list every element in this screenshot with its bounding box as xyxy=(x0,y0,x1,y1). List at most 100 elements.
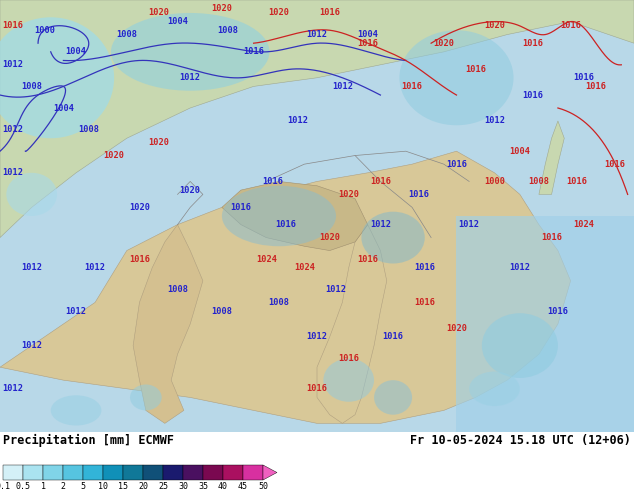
Text: 1016: 1016 xyxy=(604,160,626,169)
Text: 1016: 1016 xyxy=(414,263,436,272)
Text: 1020: 1020 xyxy=(148,138,169,147)
Text: 1016: 1016 xyxy=(401,82,423,91)
Text: 1004: 1004 xyxy=(65,48,87,56)
Text: 1008: 1008 xyxy=(528,177,550,186)
Text: 25: 25 xyxy=(158,482,168,490)
Bar xyxy=(83,465,103,480)
Bar xyxy=(103,465,123,480)
Text: 1012: 1012 xyxy=(2,384,23,393)
Text: 1008: 1008 xyxy=(116,30,138,39)
Text: 1012: 1012 xyxy=(458,220,480,229)
FancyArrow shape xyxy=(263,465,277,480)
Ellipse shape xyxy=(482,313,558,378)
Text: 1016: 1016 xyxy=(243,48,264,56)
Bar xyxy=(23,465,43,480)
Text: 0.1: 0.1 xyxy=(0,482,11,490)
Text: 1016: 1016 xyxy=(465,65,486,74)
Bar xyxy=(3,465,23,480)
Text: 1020: 1020 xyxy=(338,190,359,199)
Text: 1012: 1012 xyxy=(325,285,347,294)
Text: 1: 1 xyxy=(41,482,46,490)
Text: 5: 5 xyxy=(81,482,86,490)
Text: 1012: 1012 xyxy=(21,263,42,272)
Bar xyxy=(43,465,63,480)
Text: 1020: 1020 xyxy=(103,151,125,160)
Polygon shape xyxy=(539,121,564,195)
Text: 1008: 1008 xyxy=(217,26,239,35)
Ellipse shape xyxy=(374,380,412,415)
Text: 35: 35 xyxy=(198,482,208,490)
Text: 1012: 1012 xyxy=(370,220,391,229)
Text: 1020: 1020 xyxy=(148,8,169,18)
Text: 1016: 1016 xyxy=(370,177,391,186)
Text: 1020: 1020 xyxy=(446,324,467,333)
Bar xyxy=(243,465,263,480)
Text: 1016: 1016 xyxy=(585,82,607,91)
Text: 1016: 1016 xyxy=(446,160,467,169)
Bar xyxy=(183,465,203,480)
Ellipse shape xyxy=(6,173,57,216)
Ellipse shape xyxy=(111,13,269,91)
Text: 1012: 1012 xyxy=(484,117,505,125)
Text: 1012: 1012 xyxy=(2,60,23,69)
Text: 1016: 1016 xyxy=(382,332,404,342)
Text: 1016: 1016 xyxy=(357,39,378,48)
Text: 1016: 1016 xyxy=(129,255,150,264)
Text: 1000: 1000 xyxy=(484,177,505,186)
Ellipse shape xyxy=(399,30,514,125)
Text: 45: 45 xyxy=(238,482,248,490)
Bar xyxy=(203,465,223,480)
Text: 1016: 1016 xyxy=(522,91,543,99)
Text: 1012: 1012 xyxy=(65,307,87,316)
Text: 15: 15 xyxy=(118,482,128,490)
Text: 1020: 1020 xyxy=(129,203,150,212)
Text: 40: 40 xyxy=(218,482,228,490)
Text: Fr 10-05-2024 15.18 UTC (12+06): Fr 10-05-2024 15.18 UTC (12+06) xyxy=(410,434,631,447)
Polygon shape xyxy=(0,151,571,423)
Text: 1000: 1000 xyxy=(34,26,55,35)
Text: 50: 50 xyxy=(258,482,268,490)
Text: 1004: 1004 xyxy=(167,17,188,26)
Text: 2: 2 xyxy=(60,482,65,490)
Text: 1016: 1016 xyxy=(414,298,436,307)
Ellipse shape xyxy=(323,359,374,402)
Text: 1012: 1012 xyxy=(84,263,106,272)
Bar xyxy=(456,216,634,432)
Text: 30: 30 xyxy=(178,482,188,490)
Text: 1016: 1016 xyxy=(230,203,252,212)
Text: 1016: 1016 xyxy=(306,384,328,393)
Text: 1016: 1016 xyxy=(560,22,581,30)
Text: 1012: 1012 xyxy=(21,341,42,350)
Text: 1012: 1012 xyxy=(2,168,23,177)
Text: 1012: 1012 xyxy=(509,263,531,272)
Text: 1020: 1020 xyxy=(268,8,290,18)
Text: 1012: 1012 xyxy=(2,125,23,134)
Text: 1004: 1004 xyxy=(53,103,74,113)
Text: 1012: 1012 xyxy=(287,117,309,125)
Ellipse shape xyxy=(0,17,114,138)
Text: 1016: 1016 xyxy=(357,255,378,264)
Text: 20: 20 xyxy=(138,482,148,490)
Text: 1012: 1012 xyxy=(306,332,328,342)
Text: 1008: 1008 xyxy=(167,285,188,294)
Text: 1012: 1012 xyxy=(306,30,328,39)
Text: 0.5: 0.5 xyxy=(15,482,30,490)
Text: 1020: 1020 xyxy=(484,22,505,30)
Polygon shape xyxy=(133,224,203,423)
Bar xyxy=(63,465,83,480)
Text: 1008: 1008 xyxy=(211,307,233,316)
Polygon shape xyxy=(317,224,387,423)
Text: 1016: 1016 xyxy=(408,190,429,199)
Text: 1020: 1020 xyxy=(179,186,201,195)
Text: 1016: 1016 xyxy=(547,307,569,316)
Text: 1024: 1024 xyxy=(256,255,277,264)
Text: 1004: 1004 xyxy=(509,147,531,156)
Text: 1020: 1020 xyxy=(319,233,340,242)
Ellipse shape xyxy=(361,212,425,264)
Text: 1016: 1016 xyxy=(2,22,23,30)
Bar xyxy=(123,465,143,480)
Polygon shape xyxy=(0,0,634,238)
Text: 1016: 1016 xyxy=(573,74,594,82)
Ellipse shape xyxy=(51,395,101,425)
Text: 1016: 1016 xyxy=(319,8,340,18)
